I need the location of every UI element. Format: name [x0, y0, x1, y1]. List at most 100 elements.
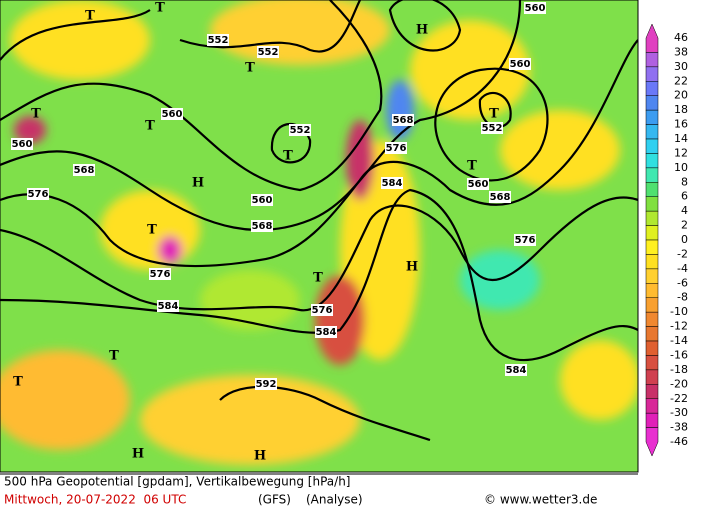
colorbar-segment — [645, 66, 659, 82]
colorbar-label: -2 — [677, 247, 688, 260]
contour-label-bg — [481, 122, 503, 134]
footer-credit: © www.wetter3.de — [484, 493, 597, 507]
pressure-center-label: T — [31, 107, 41, 122]
isohypse — [219, 385, 431, 442]
colorbar-label: 2 — [681, 219, 688, 232]
pressure-center-label: T — [109, 349, 119, 364]
colorbar-label: -14 — [670, 334, 688, 347]
colorbar-label: -20 — [670, 377, 688, 390]
colorbar-label: -4 — [677, 262, 688, 275]
contour-label: 584 — [316, 327, 337, 338]
colorbar-label: -6 — [677, 276, 688, 289]
pressure-center-label: T — [245, 61, 255, 76]
contour-label-bg — [524, 2, 546, 14]
colorbar-label: 18 — [674, 103, 688, 116]
pressure-center-label: H — [406, 260, 418, 275]
colorbar-label: -30 — [670, 406, 688, 419]
isohypse — [0, 39, 638, 268]
colorbar-label: -8 — [677, 291, 688, 304]
contour-label-bg — [385, 142, 407, 154]
contour-label: 560 — [510, 59, 531, 70]
field-patches — [0, 0, 638, 465]
isohypse — [478, 91, 512, 129]
contour-label: 592 — [256, 379, 277, 390]
contour-label-bg — [467, 178, 489, 190]
contour-label: 576 — [150, 269, 171, 280]
contour-label-bg — [251, 220, 273, 232]
contour-label-bg — [11, 138, 33, 150]
isohypse — [0, 0, 522, 232]
colorbar-segment — [645, 355, 659, 371]
colorbar-label: -10 — [670, 305, 688, 318]
contour-label: 584 — [158, 301, 179, 312]
isohypse — [388, 0, 462, 52]
colorbar-segment — [645, 124, 659, 140]
colorbar-segment — [645, 340, 659, 356]
colorbar-label: -38 — [670, 421, 688, 434]
pressure-center-label: H — [192, 176, 204, 191]
pressure-center-label: H — [254, 449, 266, 464]
contour-label-bg — [161, 108, 183, 120]
contour-label-bg — [257, 46, 279, 58]
pressure-center-label: T — [489, 107, 499, 122]
colorbar-segment — [645, 138, 659, 154]
colorbar-segment — [645, 23, 659, 53]
contour-label: 560 — [12, 139, 33, 150]
colorbar-label: 8 — [681, 175, 688, 188]
colorbar-segment — [645, 95, 659, 111]
colorbar-segment — [645, 384, 659, 400]
colorbar-segment — [645, 268, 659, 284]
colorbar-segment — [645, 196, 659, 212]
contour-label: 560 — [468, 179, 489, 190]
contour-label: 552 — [208, 35, 229, 46]
contour-label: 568 — [74, 165, 95, 176]
colorbar-label: 46 — [674, 31, 688, 44]
contour-label-bg — [514, 234, 536, 246]
colorbar-label: 14 — [674, 132, 688, 145]
contour-label: 576 — [312, 305, 333, 316]
colorbar-segment — [645, 412, 659, 428]
pressure-center-label: T — [467, 159, 477, 174]
contour-label: 552 — [482, 123, 503, 134]
colorbar-segment — [645, 210, 659, 226]
contour-label: 552 — [258, 47, 279, 58]
contour-label-bg — [381, 177, 403, 189]
contour-label-bg — [392, 114, 414, 126]
contour-label-bg — [207, 34, 229, 46]
contour-label: 584 — [506, 365, 527, 376]
contour-label: 568 — [252, 221, 273, 232]
colorbar-label: -46 — [670, 435, 688, 448]
pressure-center-label: T — [155, 1, 165, 16]
colorbar-label: -12 — [670, 320, 688, 333]
map-frame — [0, 0, 639, 473]
colorbar-segment — [645, 167, 659, 183]
contour-label: 576 — [515, 235, 536, 246]
colorbar-segment — [645, 283, 659, 298]
colorbar-segment — [645, 81, 659, 96]
contour-label: 560 — [525, 3, 546, 14]
contour-label-bg — [311, 304, 333, 316]
contour-label-bg — [73, 164, 95, 176]
colorbar-segment — [645, 427, 659, 457]
isohypse — [0, 0, 383, 192]
contour-label-bg — [157, 300, 179, 312]
contour-label: 568 — [490, 192, 511, 203]
contour-label: 560 — [162, 109, 183, 120]
isohypse — [0, 196, 638, 312]
pressure-center-label: T — [147, 223, 157, 238]
colorbar-label: 22 — [674, 74, 688, 87]
contour-label-bg — [251, 194, 273, 206]
colorbar-segment — [645, 153, 659, 169]
colorbar-label: 30 — [674, 60, 688, 73]
colorbar: 4638302220181614121086420-2-4-6-8-10-12-… — [645, 23, 688, 457]
colorbar-segment — [645, 254, 659, 270]
pressure-center-label: T — [13, 375, 23, 390]
contour-label-bg — [289, 124, 311, 136]
footer-run: (Analyse) — [306, 493, 363, 507]
pressure-center-label: T — [283, 149, 293, 164]
colorbar-label: -18 — [670, 363, 688, 376]
pressure-center-label: T — [85, 9, 95, 24]
contour-label-bg — [505, 364, 527, 376]
colorbar-segment — [645, 239, 659, 255]
colorbar-label: -16 — [670, 348, 688, 361]
